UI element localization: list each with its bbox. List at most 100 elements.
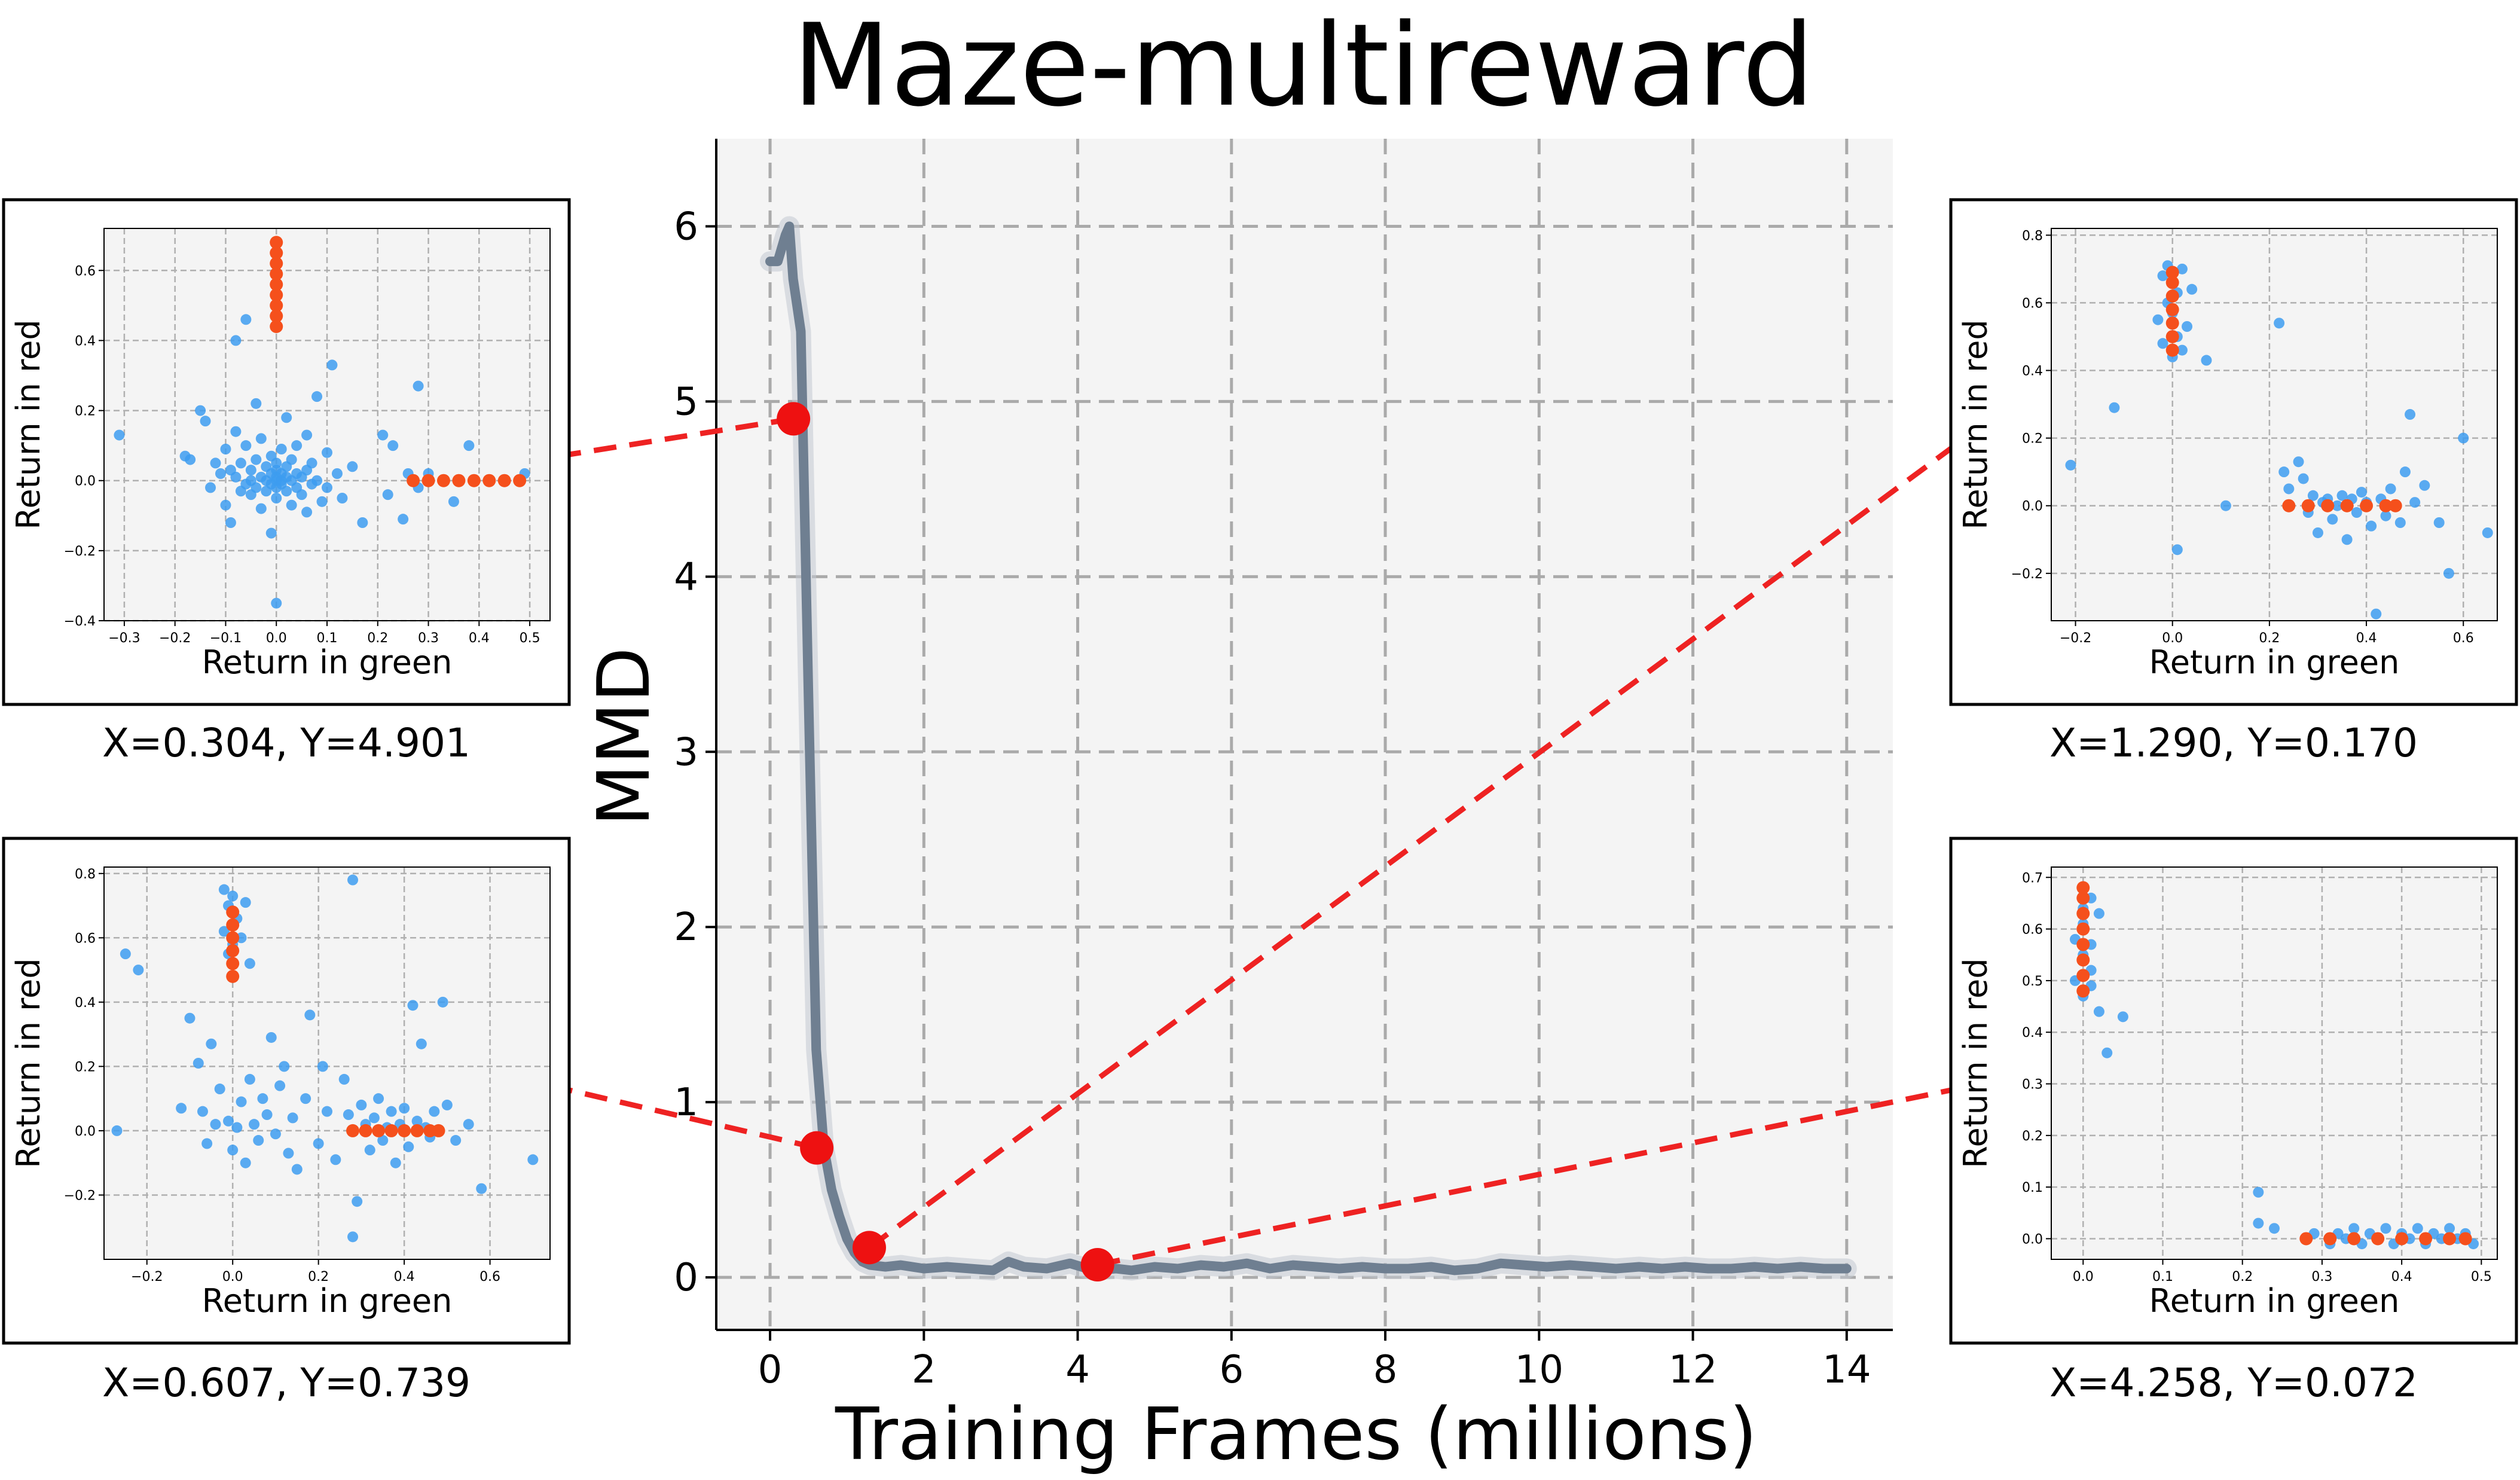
blue-point <box>227 890 239 902</box>
blue-point <box>286 499 297 511</box>
orange-point <box>2165 266 2179 279</box>
inset-x-tick-label: 0.0 <box>222 1270 243 1284</box>
blue-point <box>2444 1223 2455 1234</box>
inset-y-tick-label: 0.1 <box>2022 1180 2043 1195</box>
blue-point <box>2458 432 2469 444</box>
blue-point <box>313 1138 324 1149</box>
orange-point <box>226 969 240 983</box>
orange-point <box>407 474 420 487</box>
blue-point <box>382 489 393 501</box>
blue-point <box>322 1106 332 1117</box>
blue-point <box>235 457 246 469</box>
blue-point <box>133 965 144 976</box>
inset-caption: X=1.290, Y=0.170 <box>2049 720 2418 766</box>
blue-point <box>2093 1006 2104 1017</box>
inset-x-tick-label: 0.3 <box>2311 1270 2332 1284</box>
blue-point <box>386 1106 397 1117</box>
orange-point <box>359 1124 372 1137</box>
blue-point <box>231 1122 243 1133</box>
blue-point <box>322 482 332 493</box>
blue-point <box>411 1115 423 1127</box>
inset-y-tick-label: 0.4 <box>2022 364 2043 379</box>
orange-point <box>2076 953 2090 967</box>
blue-point <box>251 454 262 465</box>
blue-point <box>343 1109 354 1121</box>
blue-point <box>120 948 131 960</box>
orange-point <box>2165 343 2179 357</box>
orange-point <box>497 474 511 487</box>
blue-point <box>215 468 226 479</box>
inset-y-tick-label: 0.6 <box>75 264 96 279</box>
blue-point <box>244 1073 255 1085</box>
inset-y-axis-label: Return in red <box>10 319 47 529</box>
orange-point <box>2323 1232 2337 1246</box>
inset-axes-frame <box>2051 228 2498 621</box>
orange-point <box>2282 499 2296 512</box>
orange-point <box>226 931 240 945</box>
inset-caption: X=0.304, Y=4.901 <box>102 720 471 766</box>
inset-y-tick-label: 0.4 <box>2022 1026 2043 1040</box>
inset-x-tick-label: −0.2 <box>2060 631 2091 646</box>
inset-y-tick-label: −0.4 <box>64 614 96 629</box>
blue-point <box>2312 527 2323 538</box>
inset-x-tick-label: 0.2 <box>367 631 388 646</box>
main-x-tick-label: 6 <box>1219 1348 1244 1392</box>
inset-y-tick-label: 0.0 <box>2022 499 2043 514</box>
blue-point <box>184 1012 196 1024</box>
inset-y-tick-label: 0.2 <box>2022 432 2043 447</box>
main-y-axis-label: MMD <box>583 647 666 826</box>
blue-point <box>281 486 292 497</box>
blue-point <box>2065 459 2076 471</box>
inset-y-tick-label: 0.4 <box>75 334 96 349</box>
blue-point <box>450 1135 462 1146</box>
main-x-tick-label: 8 <box>1373 1348 1398 1392</box>
inset-x-tick-label: 0.0 <box>2073 1270 2094 1284</box>
blue-point <box>245 465 256 476</box>
blue-point <box>2419 480 2430 491</box>
blue-point <box>210 1119 221 1130</box>
blue-point <box>240 897 251 908</box>
inset-y-tick-label: 0.2 <box>75 1060 96 1075</box>
inset-axes-frame <box>103 866 551 1260</box>
blue-point <box>390 1157 401 1168</box>
orange-point <box>2076 907 2090 920</box>
orange-point <box>2076 984 2090 998</box>
inset-x-tick-label: 0.4 <box>2356 631 2377 646</box>
main-chart-title: Maze-multireward <box>792 0 1814 132</box>
blue-point <box>261 1109 273 1121</box>
orange-point <box>372 1124 386 1137</box>
orange-point <box>410 1124 424 1137</box>
blue-point <box>276 444 287 454</box>
orange-point <box>2076 938 2090 951</box>
blue-point <box>403 1141 414 1152</box>
blue-point <box>2412 1223 2423 1234</box>
blue-point <box>2253 1217 2264 1229</box>
blue-point <box>2201 355 2212 366</box>
blue-point <box>330 1154 341 1165</box>
orange-point <box>2301 499 2315 512</box>
inset-axes-frame <box>2051 866 2498 1260</box>
orange-point <box>2458 1232 2472 1246</box>
blue-point <box>407 1000 419 1011</box>
blue-point <box>413 380 424 392</box>
orange-point <box>2443 1232 2457 1246</box>
blue-point <box>2433 517 2445 528</box>
inset-y-tick-label: 0.6 <box>75 931 96 946</box>
blue-point <box>2157 270 2168 282</box>
blue-point <box>2351 507 2362 518</box>
orange-point <box>2165 276 2179 289</box>
blue-point <box>230 335 242 346</box>
inset-y-axis-label: Return in red <box>1957 319 1994 529</box>
orange-point <box>436 474 450 487</box>
highlight-marker <box>777 402 811 436</box>
main-x-tick-label: 10 <box>1515 1348 1563 1392</box>
inset-x-tick-label: −0.1 <box>210 631 242 646</box>
blue-point <box>240 1157 251 1168</box>
blue-point <box>463 1119 474 1130</box>
blue-point <box>2298 473 2309 484</box>
inset-y-tick-label: 0.2 <box>2022 1129 2043 1144</box>
blue-point <box>2101 1047 2113 1058</box>
blue-point <box>2117 1011 2128 1023</box>
blue-point <box>2269 1223 2280 1234</box>
